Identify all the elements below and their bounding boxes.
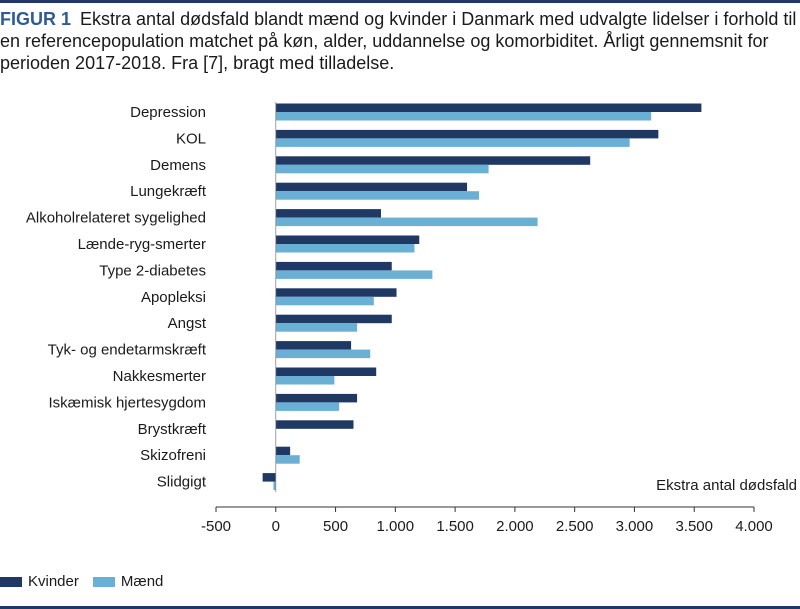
- x-tick-label: 3.500: [675, 518, 713, 535]
- bar-kvinder: [275, 209, 381, 218]
- bar-maend: [275, 138, 630, 147]
- x-tick-label: 2.000: [496, 518, 534, 535]
- chart-legend: Kvinder Mænd: [0, 573, 177, 590]
- category-label: Lænde-ryg-smerter: [78, 236, 206, 253]
- category-label: Iskæmisk hjertesygdom: [48, 394, 206, 411]
- bar-kvinder: [275, 156, 591, 165]
- category-label: Type 2-diabetes: [99, 262, 206, 279]
- x-axis-title: Ekstra antal dødsfald: [656, 477, 797, 494]
- bar-kvinder: [275, 235, 420, 244]
- bar-maend: [275, 244, 415, 253]
- category-label: Brystkræft: [138, 421, 207, 438]
- category-label: Apopleksi: [141, 289, 206, 306]
- bar-kvinder: [275, 288, 397, 297]
- bar-kvinder: [275, 420, 354, 429]
- legend-label-kvinder: Kvinder: [28, 573, 79, 590]
- bar-kvinder: [275, 367, 377, 376]
- category-label: KOL: [176, 130, 206, 147]
- bar-maend: [275, 349, 371, 359]
- bar-maend: [275, 455, 300, 464]
- figure-caption: FIGUR 1 Ekstra antal dødsfald blandt mæn…: [0, 8, 800, 74]
- bar-maend: [273, 481, 276, 491]
- x-tick-label: -500: [201, 518, 231, 535]
- bar-kvinder: [262, 473, 276, 482]
- bar-kvinder: [275, 314, 392, 324]
- bar-maend: [275, 191, 480, 200]
- bar-maend: [275, 217, 538, 227]
- legend-item-maend: Mænd: [92, 573, 164, 590]
- x-tick-label: 0: [272, 518, 280, 535]
- legend-label-maend: Mænd: [120, 573, 164, 590]
- bar-maend: [275, 376, 335, 385]
- bar-kvinder: [275, 129, 659, 139]
- category-label: Skizofreni: [140, 447, 206, 464]
- bar-kvinder: [275, 446, 291, 456]
- top-rule: [0, 0, 800, 3]
- bar-maend: [275, 402, 340, 411]
- x-tick-label: 3.000: [616, 518, 654, 535]
- bar-maend: [275, 296, 374, 306]
- category-label: Nakkesmerter: [113, 368, 206, 385]
- figure-caption-text: Ekstra antal dødsfald blandt mænd og kvi…: [0, 9, 797, 73]
- category-label: Alkoholrelateret sygelighed: [26, 210, 206, 227]
- bar-maend: [275, 270, 433, 279]
- x-tick-label: 4.000: [735, 518, 773, 535]
- bar-kvinder: [275, 341, 352, 350]
- bar-maend: [275, 112, 652, 121]
- legend-swatch-kvinder: [0, 576, 22, 587]
- bar-kvinder: [275, 182, 468, 192]
- bar-maend: [275, 323, 358, 332]
- bar-maend: [275, 164, 489, 174]
- figure-label: FIGUR 1: [0, 9, 72, 29]
- bar-kvinder: [275, 393, 358, 403]
- bottom-rule: [0, 606, 800, 609]
- x-tick-label: 500: [323, 518, 348, 535]
- category-label: Tyk- og endetarmskræft: [48, 342, 207, 359]
- legend-swatch-maend: [92, 576, 115, 587]
- category-label: Lungekræft: [130, 183, 207, 200]
- legend-item-kvinder: Kvinder: [0, 573, 79, 590]
- x-tick-label: 2.500: [556, 518, 594, 535]
- bar-kvinder: [275, 103, 702, 112]
- bar-kvinder: [275, 261, 392, 271]
- x-tick-label: 1.000: [377, 518, 415, 535]
- category-label: Depression: [130, 104, 206, 121]
- category-label: Slidgigt: [157, 474, 207, 491]
- category-label: Angst: [168, 315, 207, 332]
- x-tick-label: 1.500: [436, 518, 474, 535]
- category-label: Demens: [150, 157, 206, 174]
